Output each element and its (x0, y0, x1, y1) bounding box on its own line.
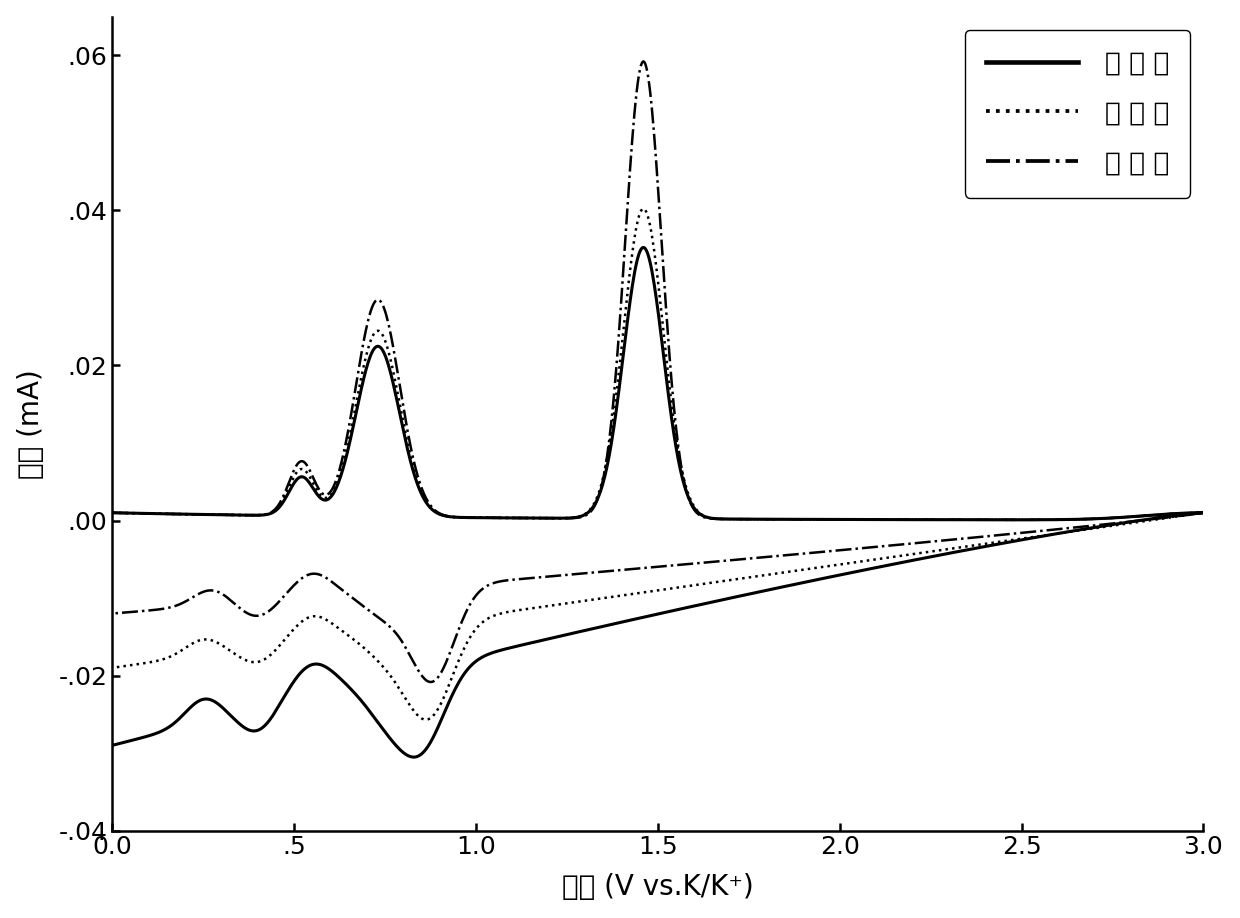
第 二 圈 (216, 509, 231, 521)
X-axis label: 电压 (V vs.K/K⁺): 电压 (V vs.K/K⁺) (562, 873, 754, 901)
Line: 第 二 圈: 第 二 圈 (113, 208, 1204, 720)
Legend: 第 一 圈, 第 二 圈, 第 五 圈: 第 一 圈, 第 二 圈, 第 五 圈 (965, 30, 1190, 197)
第 二 圈 (636, 203, 651, 214)
第 一 圈 (105, 740, 120, 751)
Y-axis label: 电流 (mA): 电流 (mA) (16, 369, 45, 478)
第 二 圈 (105, 662, 120, 673)
第 二 圈 (568, 597, 583, 608)
第 五 圈 (568, 568, 583, 579)
第 二 圈 (167, 649, 182, 660)
第 二 圈 (105, 508, 120, 519)
Line: 第 一 圈: 第 一 圈 (113, 248, 1204, 757)
第 一 圈 (636, 242, 651, 253)
第 五 圈 (1110, 512, 1125, 523)
第 一 圈 (568, 627, 583, 638)
第 一 圈 (167, 717, 182, 728)
第 五 圈 (166, 601, 181, 612)
第 五 圈 (167, 600, 182, 611)
第 五 圈 (105, 508, 120, 519)
第 五 圈 (105, 608, 120, 619)
第 一 圈 (1110, 512, 1125, 523)
第 五 圈 (636, 56, 651, 67)
第 五 圈 (216, 509, 231, 521)
第 二 圈 (166, 650, 181, 661)
第 二 圈 (418, 714, 433, 725)
第 五 圈 (423, 677, 438, 688)
第 一 圈 (407, 752, 422, 763)
第 一 圈 (1168, 508, 1183, 519)
第 五 圈 (1168, 508, 1183, 519)
第 一 圈 (105, 508, 120, 519)
第 二 圈 (1110, 512, 1125, 523)
第 一 圈 (166, 718, 181, 729)
第 二 圈 (1168, 508, 1183, 519)
第 一 圈 (216, 509, 231, 521)
Line: 第 五 圈: 第 五 圈 (113, 62, 1204, 682)
